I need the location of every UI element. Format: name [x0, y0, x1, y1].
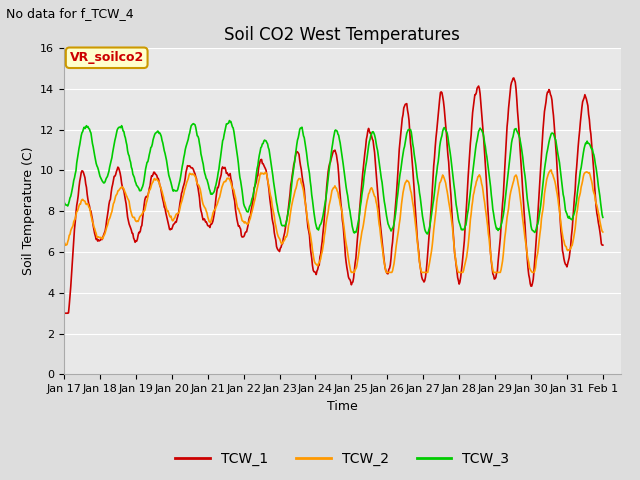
TCW_1: [179, 189, 186, 194]
TCW_1: [378, 231, 385, 237]
TCW_1: [550, 122, 558, 128]
TCW_1: [325, 164, 333, 169]
TCW_2: [325, 203, 333, 209]
TCW_3: [424, 231, 431, 237]
TCW_2: [348, 270, 355, 276]
TCW_3: [599, 215, 607, 220]
TCW_2: [431, 215, 439, 221]
TCW_3: [378, 180, 386, 185]
TCW_3: [202, 173, 209, 179]
Line: TCW_2: TCW_2: [64, 170, 603, 273]
TCW_2: [378, 243, 386, 249]
TCW_1: [60, 311, 68, 316]
TCW_3: [326, 163, 333, 169]
Text: VR_soilco2: VR_soilco2: [70, 51, 144, 64]
X-axis label: Time: Time: [327, 400, 358, 413]
TCW_3: [432, 175, 440, 180]
TCW_1: [510, 75, 518, 81]
TCW_3: [179, 164, 186, 169]
Text: No data for f_TCW_4: No data for f_TCW_4: [6, 7, 134, 20]
TCW_3: [225, 118, 233, 123]
TCW_1: [599, 242, 607, 248]
TCW_2: [551, 179, 559, 184]
TCW_2: [60, 240, 68, 245]
TCW_1: [431, 155, 438, 161]
TCW_2: [179, 197, 186, 203]
Title: Soil CO2 West Temperatures: Soil CO2 West Temperatures: [225, 25, 460, 44]
Legend: TCW_1, TCW_2, TCW_3: TCW_1, TCW_2, TCW_3: [170, 447, 515, 472]
TCW_3: [551, 136, 559, 142]
Y-axis label: Soil Temperature (C): Soil Temperature (C): [22, 147, 35, 276]
TCW_3: [60, 199, 68, 205]
TCW_1: [202, 219, 209, 225]
TCW_2: [547, 167, 555, 173]
Line: TCW_1: TCW_1: [64, 78, 603, 313]
TCW_2: [599, 229, 607, 235]
TCW_2: [202, 205, 209, 211]
Line: TCW_3: TCW_3: [64, 120, 603, 234]
